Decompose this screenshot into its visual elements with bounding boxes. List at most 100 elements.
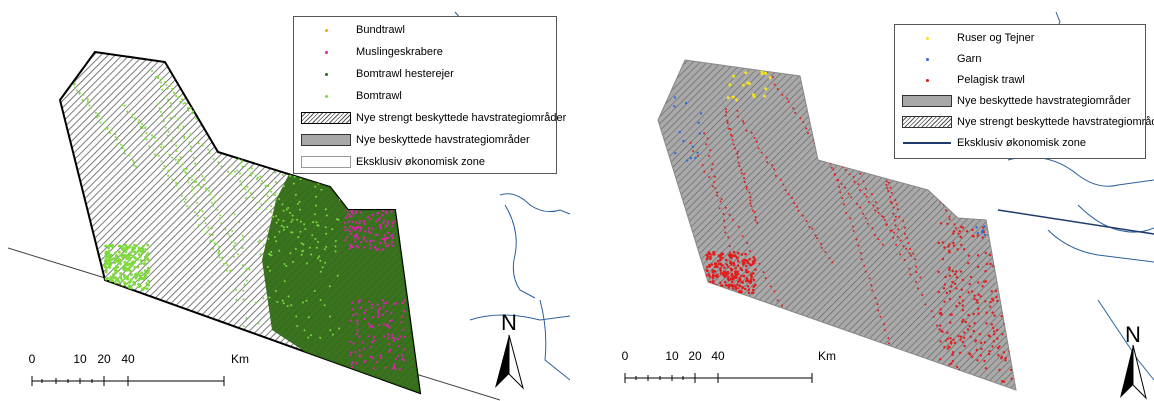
fishing-point	[382, 302, 386, 305]
fishing-point	[356, 312, 359, 316]
fishing-point	[963, 331, 966, 334]
fishing-point	[731, 95, 735, 99]
fishing-point	[730, 268, 734, 272]
fishing-point	[213, 242, 216, 245]
fishing-point	[252, 196, 254, 199]
fishing-point	[393, 302, 396, 306]
fishing-point	[303, 223, 306, 226]
fishing-point	[939, 371, 942, 374]
fishing-point	[961, 309, 965, 312]
fishing-point	[186, 107, 189, 109]
fishing-point	[250, 174, 252, 177]
hatch-swatch-icon	[301, 112, 351, 124]
fishing-point	[117, 257, 121, 261]
fishing-point	[705, 143, 708, 146]
fishing-point	[882, 166, 885, 169]
hatch-swatch-icon	[902, 116, 952, 128]
fishing-point	[281, 173, 284, 176]
fishing-point	[750, 263, 753, 267]
fishing-point	[116, 288, 120, 292]
fishing-point	[388, 326, 391, 329]
fishing-point	[1010, 377, 1013, 380]
fishing-point	[382, 221, 385, 224]
fishing-point	[377, 313, 380, 316]
fishing-point	[884, 165, 887, 168]
fishing-point	[197, 142, 200, 145]
fishing-point	[983, 233, 986, 237]
fishing-point	[967, 291, 970, 294]
fishing-point	[773, 83, 776, 86]
fishing-point	[364, 230, 367, 233]
fishing-point	[172, 136, 175, 139]
north-arrow-right	[1120, 344, 1147, 400]
fishing-point	[114, 136, 117, 138]
fishing-point	[722, 219, 725, 222]
fishing-point	[295, 315, 298, 318]
fishing-point	[747, 288, 751, 292]
fishing-point	[711, 163, 714, 166]
fishing-point	[151, 134, 153, 137]
fishing-point	[393, 366, 396, 369]
fishing-point	[262, 297, 265, 300]
fishing-point	[106, 126, 109, 129]
fishing-point	[973, 322, 976, 325]
fishing-point	[958, 351, 962, 354]
fishing-point	[257, 322, 260, 325]
fishing-point	[128, 280, 132, 284]
fishing-point	[1004, 357, 1007, 360]
fishing-point	[740, 172, 743, 175]
fishing-point	[398, 368, 402, 371]
fishing-point	[749, 281, 752, 285]
fishing-point	[1009, 330, 1013, 333]
fishing-point	[733, 270, 736, 273]
fishing-point	[899, 253, 902, 256]
legend-item-eez: Eksklusiv økonomisk zone	[294, 153, 556, 171]
fishing-point	[749, 202, 752, 205]
fishing-point	[367, 322, 370, 325]
fishing-point	[725, 263, 729, 266]
fishing-point	[740, 253, 744, 256]
fishing-point	[242, 289, 245, 292]
fishing-point	[752, 272, 755, 275]
fishing-point	[873, 125, 875, 128]
fishing-point	[394, 367, 397, 370]
fishing-point	[244, 188, 247, 191]
fishing-point	[946, 337, 949, 340]
fishing-point	[884, 174, 886, 177]
fishing-point	[391, 333, 394, 336]
fishing-point	[877, 238, 880, 241]
fishing-point	[723, 280, 727, 284]
fishing-point	[104, 257, 108, 261]
fishing-point	[184, 198, 187, 201]
fishing-point	[305, 262, 308, 265]
fishing-point	[382, 323, 386, 326]
fishing-point	[1009, 264, 1012, 268]
fishing-point	[185, 172, 188, 175]
fishing-point	[822, 137, 825, 140]
fishing-point	[293, 175, 296, 178]
fishing-point	[807, 132, 810, 135]
fishing-point	[244, 164, 247, 167]
fishing-point	[914, 258, 917, 261]
fishing-point	[959, 270, 963, 273]
fishing-point	[367, 335, 370, 338]
fishing-point	[740, 168, 743, 171]
fishing-point	[976, 232, 979, 235]
fishing-point	[881, 159, 884, 162]
fishing-point	[146, 266, 150, 270]
fishing-point	[720, 284, 723, 288]
fishing-point	[242, 298, 245, 301]
fishing-point	[859, 189, 861, 192]
fishing-point	[875, 138, 878, 141]
fishing-point	[211, 239, 213, 242]
fishing-point	[749, 273, 753, 277]
fishing-point	[145, 138, 148, 141]
fishing-point	[278, 230, 281, 233]
fishing-point	[266, 265, 269, 268]
fishing-point	[217, 161, 220, 164]
fishing-point	[735, 98, 739, 102]
fishing-point	[943, 300, 946, 303]
fishing-point	[828, 146, 831, 149]
fishing-point	[866, 222, 869, 225]
fishing-point	[697, 121, 700, 125]
